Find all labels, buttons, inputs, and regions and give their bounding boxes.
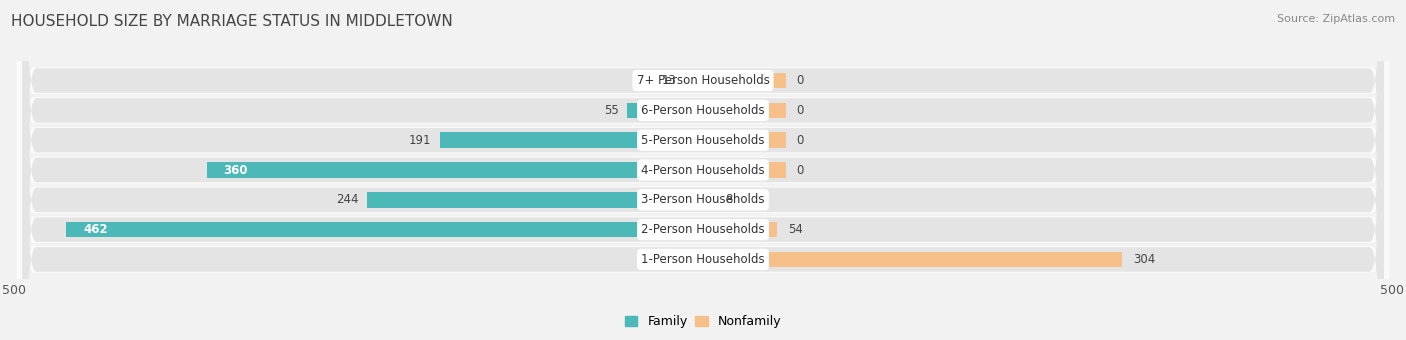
- Text: 6-Person Households: 6-Person Households: [641, 104, 765, 117]
- FancyBboxPatch shape: [17, 0, 1389, 340]
- FancyBboxPatch shape: [17, 0, 1389, 340]
- Text: 0: 0: [797, 74, 804, 87]
- Text: 7+ Person Households: 7+ Person Households: [637, 74, 769, 87]
- Text: 462: 462: [83, 223, 108, 236]
- Text: 0: 0: [797, 134, 804, 147]
- Bar: [703, 252, 1122, 267]
- FancyBboxPatch shape: [22, 0, 1384, 340]
- Bar: [703, 162, 786, 178]
- Text: 8: 8: [725, 193, 733, 206]
- Bar: [440, 133, 703, 148]
- Bar: [685, 73, 703, 88]
- Bar: [703, 133, 786, 148]
- FancyBboxPatch shape: [17, 0, 1389, 340]
- Text: 54: 54: [789, 223, 803, 236]
- FancyBboxPatch shape: [22, 0, 1384, 340]
- Text: HOUSEHOLD SIZE BY MARRIAGE STATUS IN MIDDLETOWN: HOUSEHOLD SIZE BY MARRIAGE STATUS IN MID…: [11, 14, 453, 29]
- Text: 2-Person Households: 2-Person Households: [641, 223, 765, 236]
- FancyBboxPatch shape: [22, 0, 1384, 340]
- Bar: [207, 162, 703, 178]
- Text: 4-Person Households: 4-Person Households: [641, 164, 765, 176]
- Text: 5-Person Households: 5-Person Households: [641, 134, 765, 147]
- Text: 13: 13: [662, 74, 676, 87]
- FancyBboxPatch shape: [17, 0, 1389, 340]
- FancyBboxPatch shape: [22, 0, 1384, 340]
- Text: 191: 191: [409, 134, 432, 147]
- FancyBboxPatch shape: [17, 0, 1389, 340]
- Text: 1-Person Households: 1-Person Households: [641, 253, 765, 266]
- Bar: [66, 222, 703, 237]
- Text: 360: 360: [224, 164, 247, 176]
- FancyBboxPatch shape: [17, 0, 1389, 340]
- Bar: [703, 192, 714, 207]
- Bar: [703, 222, 778, 237]
- Text: Source: ZipAtlas.com: Source: ZipAtlas.com: [1277, 14, 1395, 23]
- Bar: [703, 103, 786, 118]
- Bar: [627, 103, 703, 118]
- Legend: Family, Nonfamily: Family, Nonfamily: [620, 310, 786, 334]
- FancyBboxPatch shape: [22, 0, 1384, 340]
- Text: 3-Person Households: 3-Person Households: [641, 193, 765, 206]
- Bar: [367, 192, 703, 207]
- Text: 0: 0: [797, 104, 804, 117]
- Bar: [703, 73, 786, 88]
- FancyBboxPatch shape: [17, 0, 1389, 340]
- Text: 304: 304: [1133, 253, 1156, 266]
- Text: 244: 244: [336, 193, 359, 206]
- FancyBboxPatch shape: [22, 0, 1384, 340]
- FancyBboxPatch shape: [22, 0, 1384, 340]
- Text: 55: 55: [605, 104, 619, 117]
- Text: 0: 0: [797, 164, 804, 176]
